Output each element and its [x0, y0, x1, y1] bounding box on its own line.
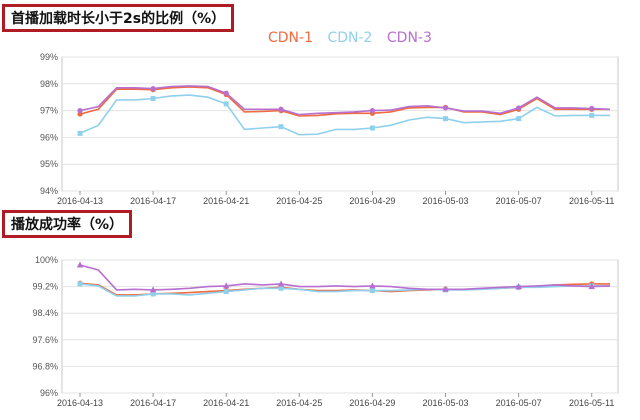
data-point [442, 285, 449, 292]
x-tick-label: 2016-05-07 [496, 196, 542, 206]
data-point [442, 105, 449, 111]
x-tick-label: 2016-04-21 [203, 196, 249, 206]
data-point [150, 96, 156, 102]
y-tick-label: 97.6% [32, 335, 58, 345]
data-point [589, 105, 595, 112]
y-tick-label: 97% [40, 106, 58, 116]
data-point [278, 124, 284, 130]
data-point [516, 116, 522, 122]
x-tick-label: 2016-05-07 [496, 398, 542, 408]
data-point [77, 108, 83, 114]
y-tick-label: 95% [40, 159, 58, 169]
data-point [589, 112, 595, 118]
line-chart-2: 96% 96.8% 97.6% 98.4% 99.2% 100% 2016-04-13 201… [32, 255, 619, 408]
y-tick-label: 98.4% [32, 308, 58, 318]
plot-area [61, 56, 619, 192]
x-tick-label: 2016-05-11 [569, 398, 614, 408]
y-tick-label: 99% [40, 52, 58, 62]
x-tick-label: 2016-04-17 [130, 398, 176, 408]
chart-1-title: 首播加载时长小于2s的比例（%） [2, 4, 235, 32]
series-line-cdn-2 [79, 94, 610, 136]
data-point [150, 291, 156, 297]
data-point [150, 86, 156, 92]
data-point [76, 261, 84, 268]
x-tick-label: 2016-05-03 [422, 196, 468, 206]
plot-area [61, 259, 619, 394]
chart-panel-1: 首播加载时长小于2s的比例（%） CDN-1 CDN-2 CDN-3 94% 95… [2, 4, 619, 206]
series-line-cdn-1 [79, 86, 610, 117]
data-point [369, 108, 376, 114]
data-point [278, 106, 284, 112]
data-point [223, 90, 229, 96]
data-point [278, 285, 284, 291]
legend-cdn-3[interactable]: CDN-3 [386, 30, 432, 46]
line-chart-1: 94% 95% 96% 97% 98% 99% 2016-04-13 2016-04-17 20… [40, 52, 619, 206]
x-tick-label: 2016-04-17 [130, 196, 176, 206]
data-point [515, 283, 522, 290]
data-point [516, 105, 522, 111]
x-tick-label: 2016-04-13 [57, 196, 103, 206]
data-point [369, 288, 375, 294]
chart-panel-2: 播放成功率（%） 96% 96.8% 97.6% 98.4% 99.2% 100% 2016… [0, 210, 640, 420]
y-tick-label: 94% [40, 186, 58, 196]
x-tick-label: 2016-05-11 [569, 196, 614, 206]
x-tick-label: 2016-05-03 [422, 398, 468, 408]
x-tick-label: 2016-04-29 [349, 398, 395, 408]
x-tick-label: 2016-04-25 [276, 196, 322, 206]
series-line-cdn-2 [79, 283, 610, 297]
data-point [149, 286, 157, 293]
data-point [277, 280, 285, 287]
legend: CDN-1 CDN-2 CDN-3 [268, 30, 442, 46]
data-point [77, 281, 83, 287]
data-point [443, 116, 449, 122]
data-point [223, 101, 229, 107]
data-point [223, 289, 229, 295]
x-tick-label: 2016-04-21 [203, 398, 249, 408]
data-point [369, 125, 375, 131]
series-line-cdn-3 [79, 85, 611, 116]
y-tick-label: 96% [40, 388, 58, 398]
legend-cdn-2[interactable]: CDN-2 [327, 30, 373, 46]
chart-2-title: 播放成功率（%） [2, 210, 133, 238]
y-tick-label: 98% [40, 79, 58, 89]
data-point [223, 282, 230, 289]
x-tick-label: 2016-04-13 [57, 398, 103, 408]
x-tick-label: 2016-04-25 [276, 398, 322, 408]
data-point [369, 282, 376, 289]
series-line-cdn-3 [79, 264, 611, 291]
y-tick-label: 96% [40, 132, 58, 142]
y-tick-label: 99.2% [32, 282, 58, 292]
data-point [77, 130, 83, 136]
y-tick-label: 100% [35, 255, 58, 265]
data-point [588, 283, 595, 290]
y-tick-label: 96.8% [32, 361, 58, 371]
legend-cdn-1[interactable]: CDN-1 [268, 30, 313, 46]
x-tick-label: 2016-04-29 [349, 196, 395, 206]
